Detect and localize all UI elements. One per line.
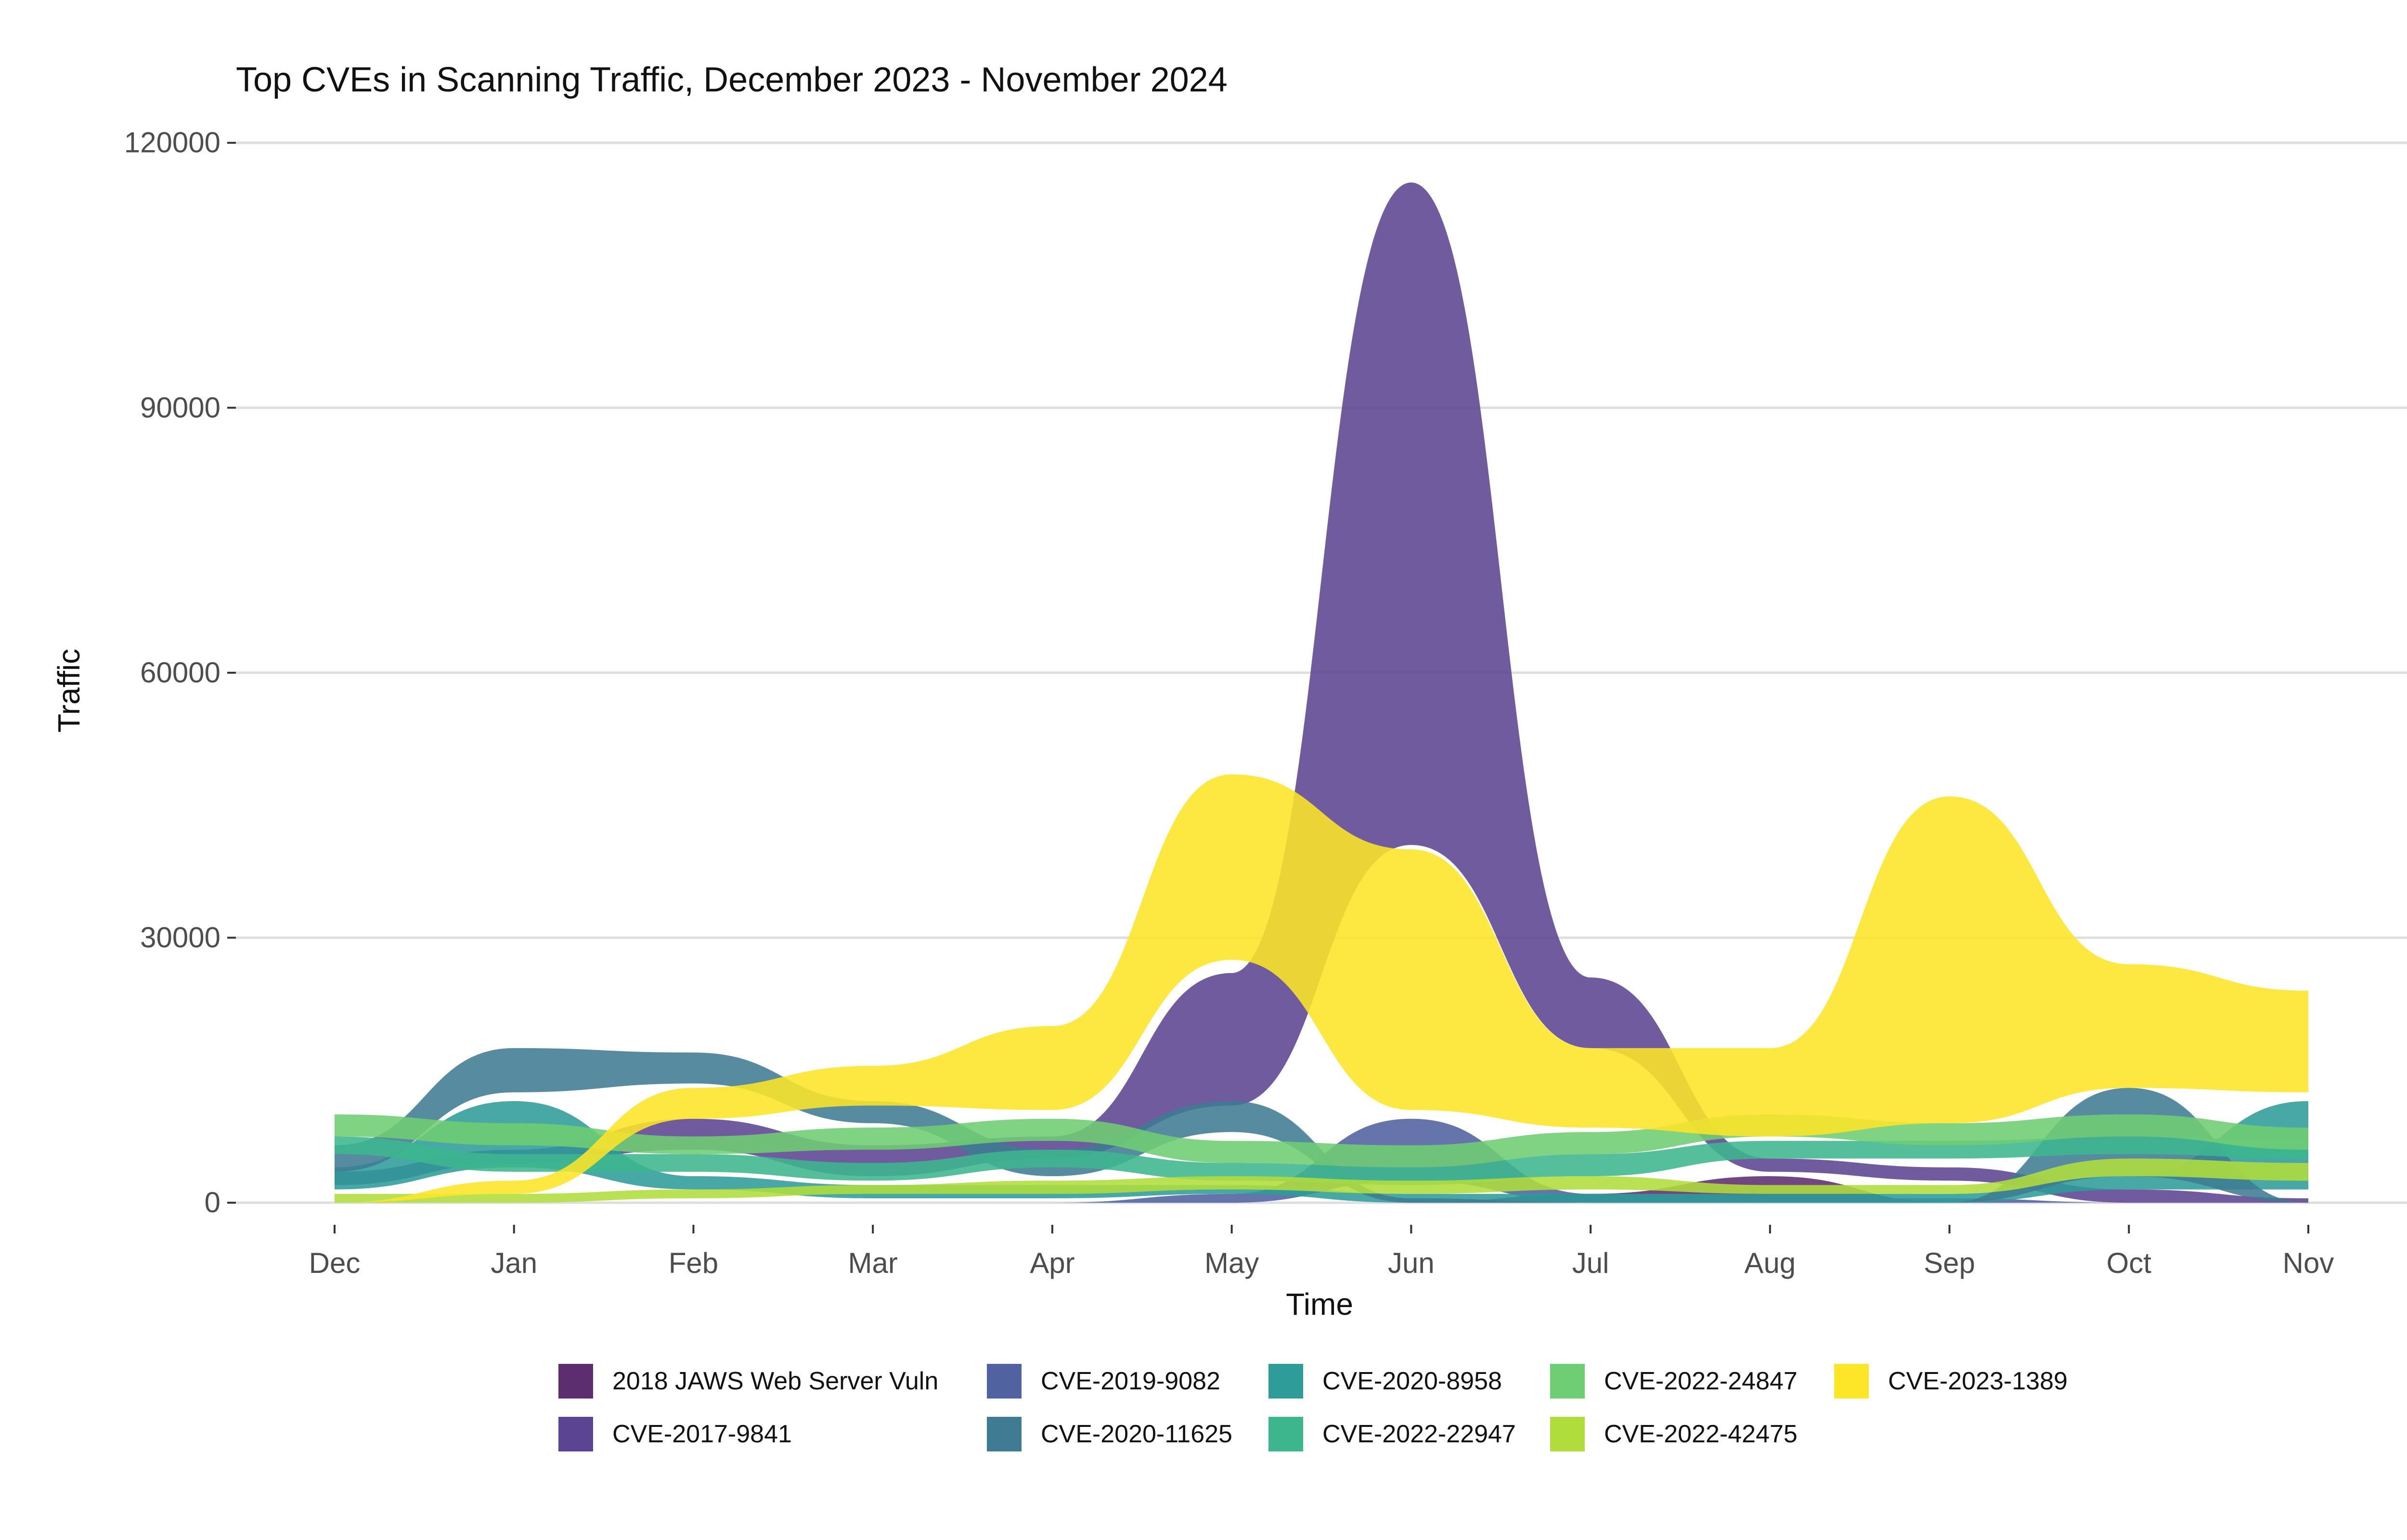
x-tick-label: Sep bbox=[1924, 1247, 1975, 1279]
legend-swatch bbox=[987, 1417, 1022, 1451]
x-tick-label: Jul bbox=[1572, 1247, 1609, 1279]
legend-label: 2018 JAWS Web Server Vuln bbox=[612, 1367, 939, 1395]
legend-item: CVE-2019-9082 bbox=[987, 1362, 1220, 1400]
x-tick-label: Mar bbox=[848, 1247, 898, 1279]
series-area-8 bbox=[335, 774, 2308, 1203]
legend-item: CVE-2023-1389 bbox=[1834, 1362, 2068, 1400]
series-area-7 bbox=[335, 1158, 2308, 1203]
legend-item: CVE-2022-42475 bbox=[1550, 1415, 1798, 1453]
y-axis: 0 30000 60000 90000 120000 bbox=[124, 127, 236, 1219]
legend-item: CVE-2022-22947 bbox=[1268, 1415, 1516, 1453]
legend-swatch bbox=[987, 1364, 1022, 1399]
legend-label: CVE-2023-1389 bbox=[1888, 1367, 2068, 1395]
x-tick-label: Jan bbox=[491, 1247, 537, 1279]
legend-label: CVE-2017-9841 bbox=[612, 1420, 792, 1448]
legend-label: CVE-2020-11625 bbox=[1041, 1420, 1232, 1448]
y-tick-label: 90000 bbox=[140, 391, 220, 424]
y-tick-label: 0 bbox=[205, 1186, 220, 1219]
legend-swatch bbox=[1268, 1417, 1303, 1451]
chart-title: Top CVEs in Scanning Traffic, December 2… bbox=[236, 61, 1228, 99]
legend-label: CVE-2020-8958 bbox=[1322, 1367, 1502, 1395]
legend-item: CVE-2020-11625 bbox=[987, 1415, 1232, 1453]
legend-item: CVE-2017-9841 bbox=[558, 1415, 792, 1453]
x-axis: Dec Jan Feb Mar Apr May Jun Jul Aug Sep Oct Nov bbox=[309, 1225, 2334, 1279]
legend-swatch bbox=[1834, 1364, 1869, 1399]
x-tick-label: Oct bbox=[2107, 1247, 2152, 1279]
series-area-4 bbox=[335, 1048, 2308, 1203]
y-tick-label: 60000 bbox=[140, 656, 220, 689]
series-area-3 bbox=[335, 1101, 2308, 1203]
x-tick-label: Aug bbox=[1744, 1247, 1796, 1279]
x-tick-label: May bbox=[1204, 1247, 1259, 1279]
legend-swatch bbox=[558, 1417, 593, 1451]
legend-swatch bbox=[1550, 1417, 1585, 1451]
legend-label: CVE-2022-24847 bbox=[1604, 1367, 1798, 1395]
legend-label: CVE-2022-22947 bbox=[1322, 1420, 1516, 1448]
legend-label: CVE-2022-42475 bbox=[1604, 1420, 1798, 1448]
y-axis-label: Traffic bbox=[52, 649, 86, 732]
legend-label: CVE-2019-9082 bbox=[1041, 1367, 1220, 1395]
legend-swatch bbox=[1550, 1364, 1585, 1399]
legend-item: 2018 JAWS Web Server Vuln bbox=[558, 1362, 938, 1400]
legend-item: CVE-2020-8958 bbox=[1268, 1362, 1502, 1400]
x-tick-label: Dec bbox=[309, 1247, 361, 1279]
x-tick-label: Apr bbox=[1030, 1247, 1074, 1279]
legend-item: CVE-2022-24847 bbox=[1550, 1362, 1798, 1400]
x-tick-label: Jun bbox=[1388, 1247, 1435, 1279]
y-tick-label: 120000 bbox=[124, 127, 220, 159]
y-tick-label: 30000 bbox=[140, 922, 220, 954]
series-area-5 bbox=[335, 1136, 2308, 1185]
x-tick-label: Feb bbox=[669, 1247, 718, 1279]
series-area-1 bbox=[335, 182, 2308, 1203]
x-axis-label: Time bbox=[1286, 1287, 1353, 1322]
legend-swatch bbox=[558, 1364, 593, 1399]
series-areas bbox=[335, 182, 2308, 1203]
legend-swatch bbox=[1268, 1364, 1303, 1399]
x-tick-label: Nov bbox=[2283, 1247, 2334, 1279]
